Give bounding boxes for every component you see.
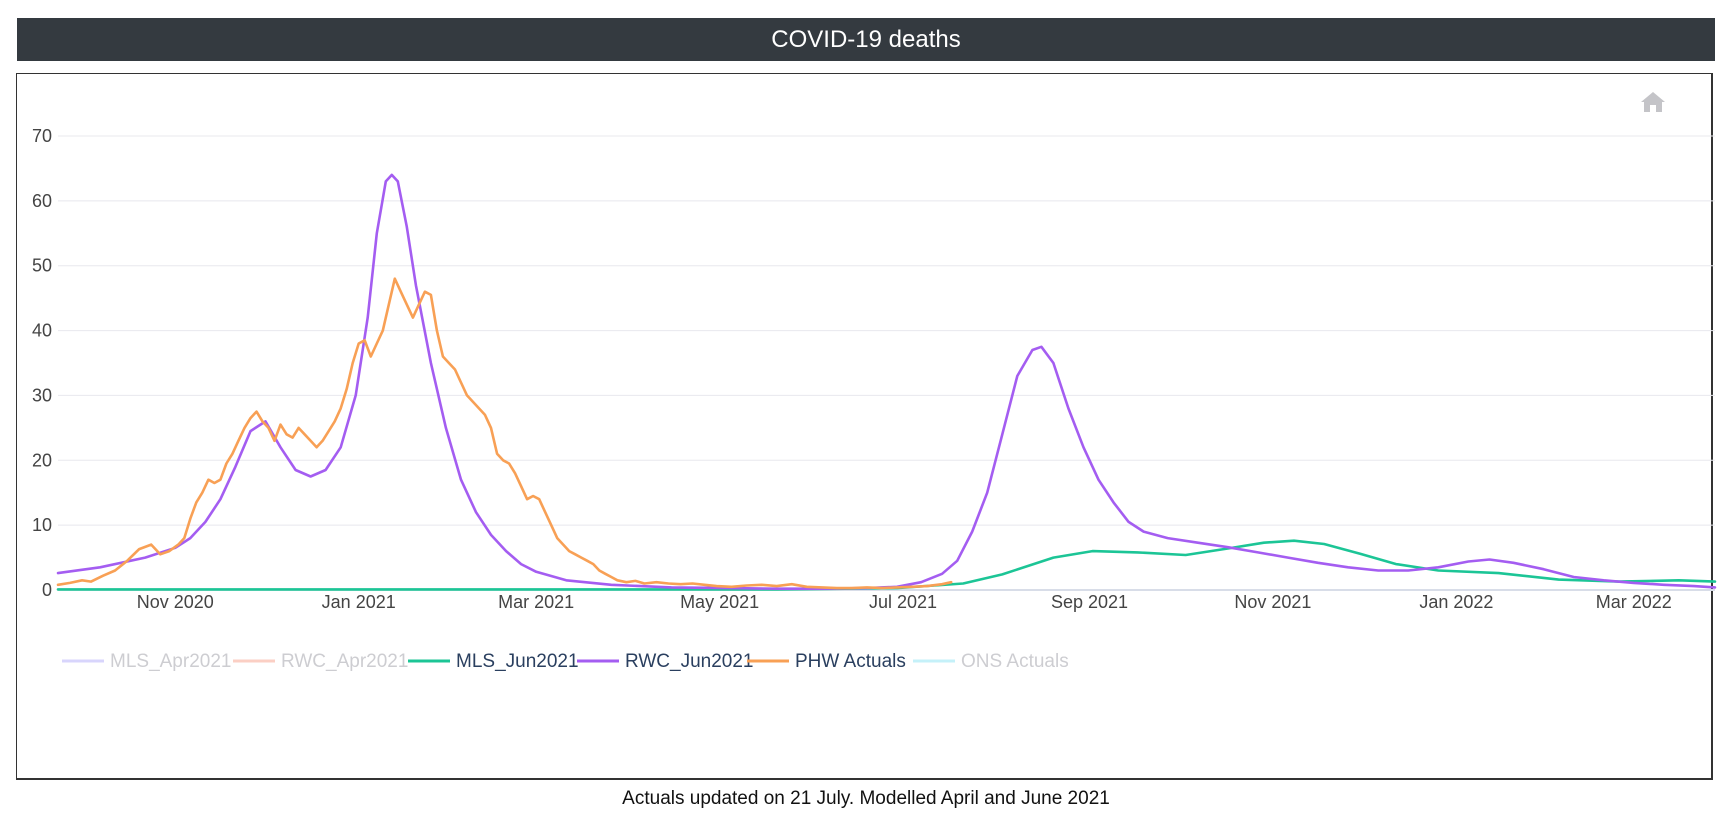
- x-tick-label: Nov 2021: [1234, 592, 1311, 612]
- legend-item-mls-jun2021[interactable]: MLS_Jun2021: [408, 651, 579, 672]
- series-line-phw-actuals: [56, 277, 953, 590]
- legend-label: RWC_Jun2021: [625, 651, 754, 672]
- y-tick-label: 10: [32, 515, 52, 535]
- chart-caption: Actuals updated on 21 July. Modelled Apr…: [622, 788, 1110, 809]
- axis-labels: 0 10 20 30 40 50 60 70 Nov 2020 Jan 2021 Mar 2021 M…: [32, 126, 1672, 612]
- reset-axes-button[interactable]: [1640, 90, 1666, 114]
- series-line-mls-jun2021: [56, 539, 1717, 591]
- x-tick-label: Nov 2020: [137, 592, 214, 612]
- chart-title-bar: COVID-19 deaths: [17, 18, 1715, 61]
- chart-title: COVID-19 deaths: [771, 25, 961, 53]
- x-tick-label: Jul 2021: [869, 592, 937, 612]
- y-tick-label: 60: [32, 191, 52, 211]
- legend-item-mls-apr2021[interactable]: MLS_Apr2021: [62, 651, 231, 672]
- legend-label: RWC_Apr2021: [281, 651, 408, 672]
- y-tick-label: 30: [32, 385, 52, 405]
- x-tick-label: Jan 2021: [322, 592, 396, 612]
- series-line-rwc-jun2021: [56, 173, 1717, 590]
- y-tick-label: 70: [32, 126, 52, 146]
- gridlines: [58, 135, 1715, 591]
- y-tick-label: 50: [32, 256, 52, 276]
- y-tick-label: 20: [32, 450, 52, 470]
- legend-item-rwc-apr2021[interactable]: RWC_Apr2021: [233, 651, 408, 672]
- legend-item-phw-actuals[interactable]: PHW Actuals: [747, 651, 906, 672]
- series-lines: [56, 173, 1717, 591]
- x-tick-label: Jan 2022: [1419, 592, 1493, 612]
- legend-label: ONS Actuals: [961, 651, 1069, 672]
- chart-frame: [16, 73, 1713, 780]
- legend[interactable]: MLS_Apr2021 RWC_Apr2021 MLS_Jun2021 RWC_Jun…: [62, 651, 1069, 672]
- x-tick-label: Sep 2021: [1051, 592, 1128, 612]
- y-tick-label: 0: [42, 580, 52, 600]
- legend-label: MLS_Jun2021: [456, 651, 579, 672]
- legend-item-rwc-jun2021[interactable]: RWC_Jun2021: [577, 651, 754, 672]
- x-tick-label: Mar 2021: [498, 592, 574, 612]
- x-tick-label: Mar 2022: [1596, 592, 1672, 612]
- home-icon: [1641, 92, 1665, 112]
- legend-label: PHW Actuals: [795, 651, 906, 672]
- x-tick-label: May 2021: [680, 592, 759, 612]
- legend-item-ons-actuals[interactable]: ONS Actuals: [913, 651, 1069, 672]
- y-tick-label: 40: [32, 321, 52, 341]
- legend-label: MLS_Apr2021: [110, 651, 231, 672]
